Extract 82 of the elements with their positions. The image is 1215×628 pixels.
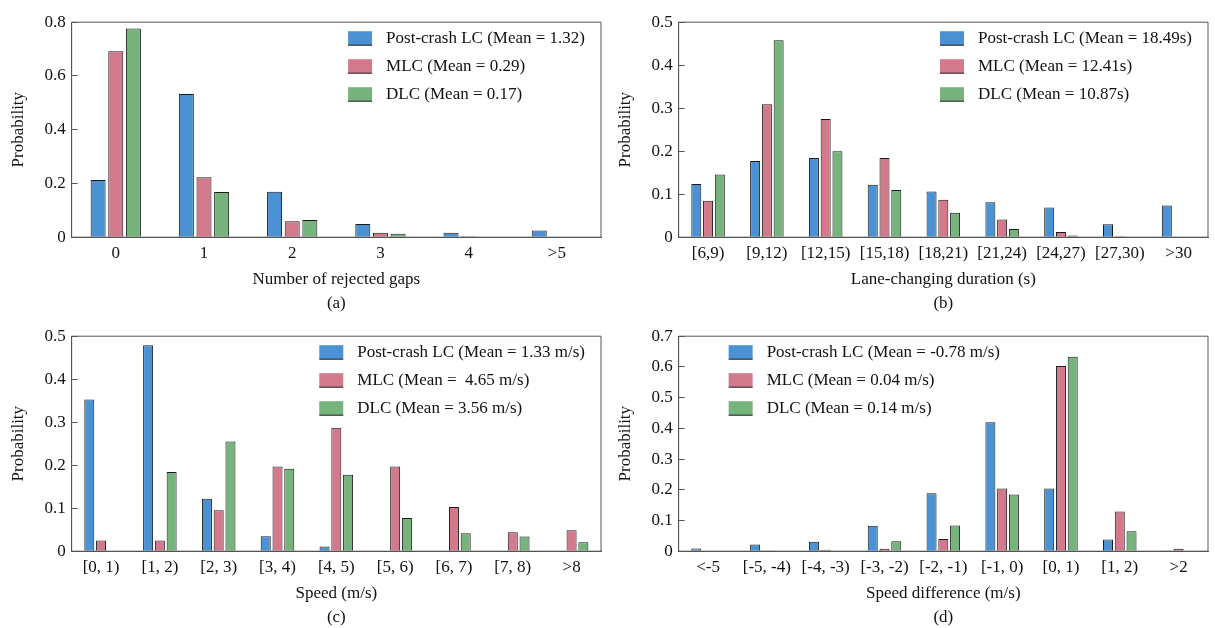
x-tick-label: [15,18) (859, 242, 910, 262)
y-tick-label: 0.3 (651, 97, 673, 117)
y-tick-label: 0.6 (651, 356, 673, 376)
y-axis-title: Probability (614, 91, 634, 168)
legend-label: DLC (Mean = 3.56 m/s) (357, 397, 523, 417)
x-tick-label: 2 (287, 242, 297, 262)
x-tick-label: >8 (562, 556, 581, 576)
x-tick-label: [24,27) (1036, 242, 1086, 262)
x-tick-label: >5 (547, 242, 566, 262)
x-tick-label: [7, 8) (494, 556, 532, 576)
x-tick-label: 1 (199, 242, 209, 262)
y-tick-label: 0.3 (44, 411, 66, 431)
y-tick-label: 0.1 (651, 509, 673, 529)
legend-label: DLC (Mean = 10.87s) (977, 83, 1130, 103)
legend-label: Post-crash LC (Mean = -0.78 m/s) (766, 341, 1001, 361)
x-tick-label: [3, 4) (259, 556, 296, 576)
legend-label: DLC (Mean = 0.17) (386, 83, 523, 103)
text: (d) (933, 606, 954, 626)
y-tick-label: 0.4 (651, 54, 674, 74)
legend-label: Post-crash LC (Mean = 1.32) (386, 27, 586, 47)
x-tick-label: [-2, -1) (919, 556, 968, 576)
y-tick-label: 0 (664, 226, 673, 246)
y-tick-label: 0.4 (44, 368, 67, 388)
x-tick-label: [-5, -4) (742, 556, 791, 576)
x-axis-title: Speed (m/s) (295, 583, 378, 603)
x-tick-label: [4, 5) (317, 556, 355, 576)
y-axis-title: Probability (614, 405, 634, 482)
x-tick-label: <-5 (696, 556, 720, 576)
x-tick-label: [1, 2) (1101, 556, 1139, 576)
x-tick-label: [2, 3) (200, 556, 238, 576)
x-tick-label: 4 (464, 242, 474, 262)
x-tick-label: [27,30) (1094, 242, 1145, 262)
y-tick-label: 0.7 (651, 325, 674, 345)
y-tick-label: 0 (57, 540, 66, 560)
legend-label: Post-crash LC (Mean = 1.33 m/s) (357, 341, 586, 361)
x-tick-label: [-4, -3) (801, 556, 850, 576)
x-tick-label: [0, 1) (82, 556, 120, 576)
x-tick-label: [0, 1) (1042, 556, 1080, 576)
x-tick-label: [5, 6) (376, 556, 414, 576)
x-tick-label: [-1, 0) (980, 556, 1024, 576)
legend-label: DLC (Mean = 0.14 m/s) (766, 397, 932, 417)
y-tick-label: 0.6 (44, 65, 66, 85)
x-tick-label: [6, 7) (435, 556, 473, 576)
y-tick-label: 0.4 (44, 119, 67, 139)
y-tick-label: 0.2 (651, 479, 673, 499)
legend-label: MLC (Mean = 0.29) (386, 55, 526, 75)
text: (a) (326, 292, 346, 312)
y-tick-label: 0.2 (44, 172, 66, 192)
x-tick-label: [9,12) (746, 242, 788, 262)
y-tick-label: 0.5 (44, 325, 66, 345)
x-tick-label: [1, 2) (141, 556, 179, 576)
x-axis-title: Lane-changing duration (s) (850, 269, 1036, 289)
text: (c) (326, 606, 346, 626)
legend-label: MLC (Mean = 12.41s) (977, 55, 1133, 75)
y-tick-label: 0.4 (651, 417, 674, 437)
y-tick-label: 0 (664, 540, 673, 560)
legend-label: MLC (Mean = 0.04 m/s) (766, 369, 935, 389)
y-axis-title: Probability (7, 405, 27, 482)
y-tick-label: 0.3 (651, 448, 673, 468)
x-axis-title: Number of rejected gaps (252, 269, 421, 289)
legend-label: Post-crash LC (Mean = 18.49s) (977, 27, 1192, 47)
text: (b) (933, 292, 954, 312)
y-tick-label: 0.1 (651, 183, 673, 203)
y-tick-label: 0.1 (44, 497, 66, 517)
x-tick-label: [21,24) (977, 242, 1027, 262)
y-tick-label: 0 (57, 226, 66, 246)
y-tick-label: 0.5 (651, 387, 673, 407)
y-axis-title: Probability (7, 91, 27, 168)
x-tick-label: [12,15) (800, 242, 851, 262)
x-tick-label: [-3, -2) (860, 556, 909, 576)
legend-label: MLC (Mean = 4.65 m/s) (357, 369, 530, 389)
y-tick-label: 0.8 (44, 11, 66, 31)
y-tick-label: 0.5 (651, 11, 673, 31)
x-tick-label: 3 (376, 242, 385, 262)
x-tick-label: 0 (111, 242, 121, 262)
y-tick-label: 0.2 (651, 140, 673, 160)
x-tick-label: >2 (1169, 556, 1188, 576)
x-tick-label: [18,21) (918, 242, 969, 262)
x-tick-label: >30 (1165, 242, 1192, 262)
x-tick-label: [6,9) (691, 242, 725, 262)
x-axis-title: Speed difference (m/s) (866, 583, 1021, 603)
y-tick-label: 0.2 (44, 454, 66, 474)
